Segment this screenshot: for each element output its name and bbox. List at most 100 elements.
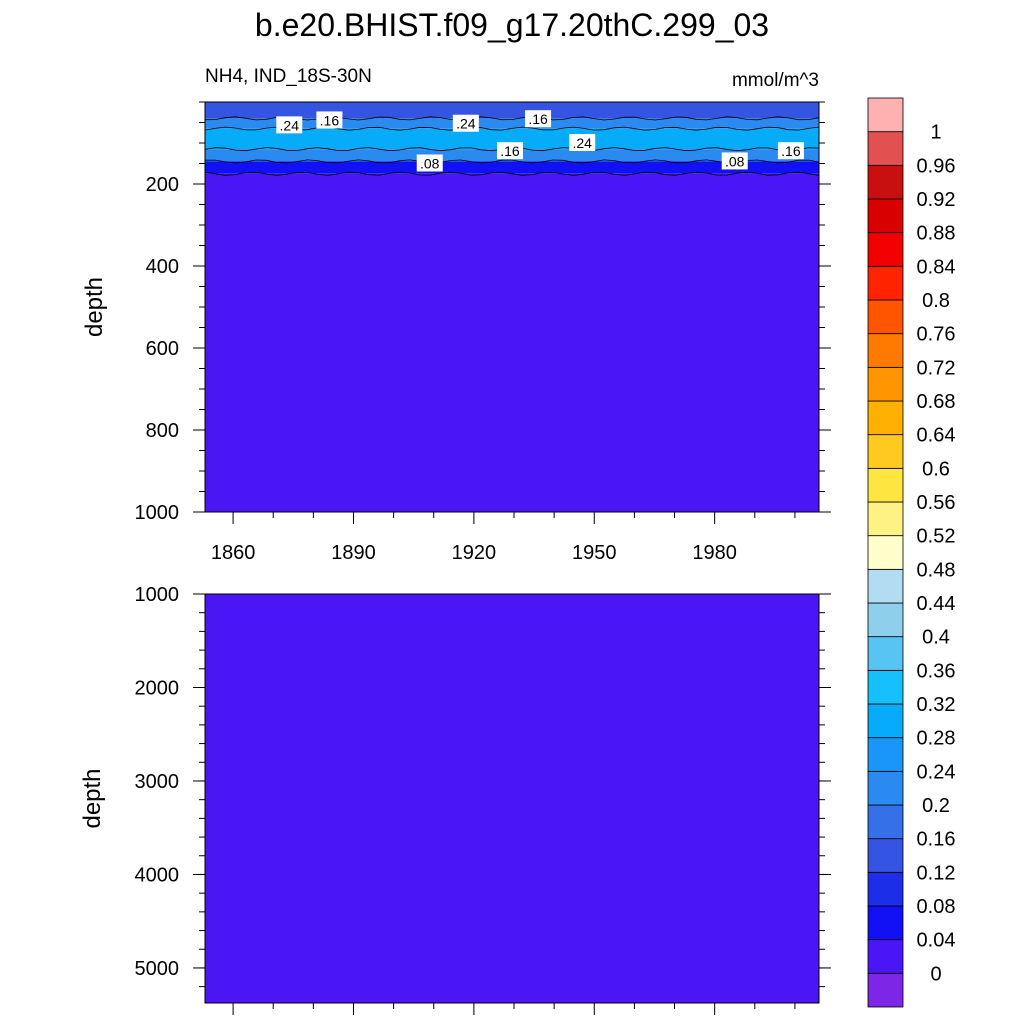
colorbar-label: 0.04 xyxy=(917,930,956,952)
colorbar-swatch xyxy=(867,770,904,806)
colorbar-label: 0.32 xyxy=(917,694,956,716)
colorbar-swatch xyxy=(867,366,904,402)
colorbar-swatch xyxy=(867,434,904,469)
colorbar-label: 0.72 xyxy=(917,357,956,379)
figure-title: b.e20.BHIST.f09_g17.20thC.299_03 xyxy=(255,7,769,43)
colorbar-label: 0.48 xyxy=(917,559,956,581)
contour-label-box xyxy=(276,116,303,134)
colorbar-swatch xyxy=(867,838,904,873)
contour-label: .08 xyxy=(721,152,748,170)
colorbar-label: 0.36 xyxy=(917,660,956,682)
contour-label-box xyxy=(525,110,552,128)
colorbar-label: 0 xyxy=(930,963,941,985)
y-tick-label: 600 xyxy=(146,338,179,360)
colorbar-swatch xyxy=(867,972,904,1008)
contour-label-text: .16 xyxy=(781,143,801,159)
contour-label-box xyxy=(316,111,343,129)
contour-band xyxy=(205,128,819,150)
subtitle-units: mmol/m^3 xyxy=(732,70,819,91)
colorbar-label: 0.64 xyxy=(917,425,956,447)
contour-label: .24 xyxy=(276,116,303,134)
contour-band xyxy=(205,118,819,129)
colorbar-swatch xyxy=(867,333,904,368)
colorbar: 0 0.04 0.08 0.12 0.16 0.2 0.24 0.28 0.32 0.36 0.4 0… xyxy=(867,97,956,1008)
contour-line xyxy=(204,171,820,176)
x-tick-label: 1980 xyxy=(692,542,737,564)
contour-line xyxy=(204,126,820,131)
contour-label-text: .24 xyxy=(280,117,300,133)
contour-label-box xyxy=(777,142,804,160)
colorbar-label: 0.24 xyxy=(917,761,956,783)
colorbar-label: 0.4 xyxy=(922,627,950,649)
contour-line xyxy=(204,159,820,164)
colorbar-label: 0.92 xyxy=(917,189,956,211)
contour-label-box xyxy=(452,114,479,132)
y-tick-label: 200 xyxy=(146,174,179,196)
colorbar-swatch xyxy=(867,737,904,772)
contour-label-box xyxy=(416,154,443,172)
colorbar-label: 0.12 xyxy=(917,862,956,884)
contour-label: .16 xyxy=(316,111,343,129)
colorbar-swatch xyxy=(867,400,904,436)
y-tick-label: 400 xyxy=(146,256,179,278)
colorbar-swatch xyxy=(867,501,904,537)
y-tick-label: 4000 xyxy=(135,864,180,886)
y-tick-label: 3000 xyxy=(135,771,180,793)
colorbar-label: 0.28 xyxy=(917,728,956,750)
colorbar-label: 0.96 xyxy=(917,155,956,177)
colorbar-label: 0.8 xyxy=(922,290,950,312)
colorbar-label: 1 xyxy=(930,122,941,144)
colorbar-swatch xyxy=(867,131,904,166)
contour-label: .16 xyxy=(777,142,804,160)
colorbar-label: 0.08 xyxy=(917,896,956,918)
contour-label: .24 xyxy=(569,134,596,151)
colorbar-label: 0.6 xyxy=(922,458,950,480)
contour-label-text: .08 xyxy=(725,153,745,169)
colorbar-swatch xyxy=(867,164,904,200)
contour-label-box xyxy=(569,134,596,151)
y-tick-label: 800 xyxy=(146,420,179,442)
colorbar-label: 0.2 xyxy=(922,795,950,817)
x-tick-label: 1860 xyxy=(211,542,256,564)
colorbar-label: 0.44 xyxy=(917,593,956,615)
contour-label-box xyxy=(496,142,523,160)
contour-label-text: .16 xyxy=(320,112,340,128)
colorbar-swatch xyxy=(867,97,904,133)
contour-band xyxy=(205,594,819,1003)
contour-label-text: .24 xyxy=(572,135,592,151)
contour-label: .16 xyxy=(525,110,552,128)
y-tick-label: 5000 xyxy=(135,958,180,980)
upper-panel: .24 .16 .24 .16 .16 .24 .08 .08 .16 200 400 600 800 1… xyxy=(81,101,831,564)
contour-label-text: .24 xyxy=(456,116,476,132)
x-tick-label: 1920 xyxy=(452,542,497,564)
colorbar-label: 0.76 xyxy=(917,324,956,346)
contour-label: .24 xyxy=(452,114,479,132)
colorbar-swatch xyxy=(867,198,904,234)
colorbar-swatch xyxy=(867,535,904,570)
colorbar-swatch xyxy=(867,232,904,267)
colorbar-swatch xyxy=(867,299,904,335)
contour-label: .08 xyxy=(416,154,443,172)
colorbar-swatch xyxy=(867,804,904,840)
colorbar-swatch xyxy=(867,703,904,739)
colorbar-label: 0.52 xyxy=(917,526,956,548)
contour-label-text: .16 xyxy=(528,111,548,127)
colorbar-label: 0.84 xyxy=(917,256,956,278)
contour-band xyxy=(205,102,819,119)
subtitle-left: NH4, IND_18S-30N xyxy=(205,66,372,87)
y-axis-label: depth xyxy=(81,277,108,337)
y-tick-label: 1000 xyxy=(135,584,180,606)
colorbar-swatch xyxy=(867,871,904,907)
contour-line xyxy=(204,116,820,121)
colorbar-label: 0.56 xyxy=(917,492,956,514)
y-axis-label: depth xyxy=(79,768,106,828)
contour-label-text: .16 xyxy=(500,143,520,159)
colorbar-swatch xyxy=(867,905,904,941)
y-tick-label: 2000 xyxy=(135,677,180,699)
colorbar-swatch xyxy=(867,568,904,604)
colorbar-label: 0.88 xyxy=(917,223,956,245)
contour-label: .16 xyxy=(496,142,523,160)
lower-panel: 1000 2000 3000 4000 5000 depth xyxy=(79,584,831,1015)
